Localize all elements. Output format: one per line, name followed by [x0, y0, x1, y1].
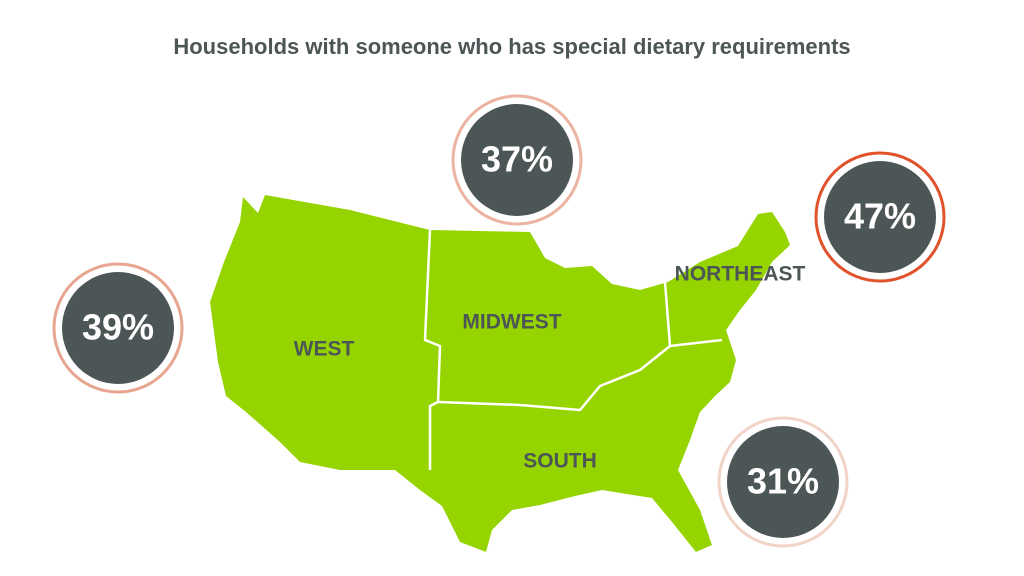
badge-circle: [824, 161, 936, 273]
region-label: MIDWEST: [462, 311, 561, 334]
region-label: SOUTH: [523, 450, 597, 473]
badge-value: 39%: [82, 307, 154, 348]
badge: 31%: [717, 416, 849, 548]
badge-circle: [727, 426, 839, 538]
badge-ring: [814, 151, 946, 283]
badge: 47%: [814, 151, 946, 283]
badge: 39%: [52, 262, 184, 394]
badge-ring: [717, 416, 849, 548]
badge-value: 31%: [747, 461, 819, 502]
title: Households with someone who has special …: [173, 34, 850, 59]
badge-ring: [52, 262, 184, 394]
badge-value: 37%: [481, 139, 553, 180]
region-label: NORTHEAST: [675, 263, 806, 286]
us-map: [210, 195, 790, 552]
badge: 37%: [451, 94, 583, 226]
region-label: WEST: [294, 338, 355, 361]
region-border: [669, 338, 723, 348]
badge-circle: [62, 272, 174, 384]
badge-circle: [461, 104, 573, 216]
badge-ring: [451, 94, 583, 226]
region-border: [423, 229, 442, 470]
badge-value: 47%: [844, 196, 916, 237]
